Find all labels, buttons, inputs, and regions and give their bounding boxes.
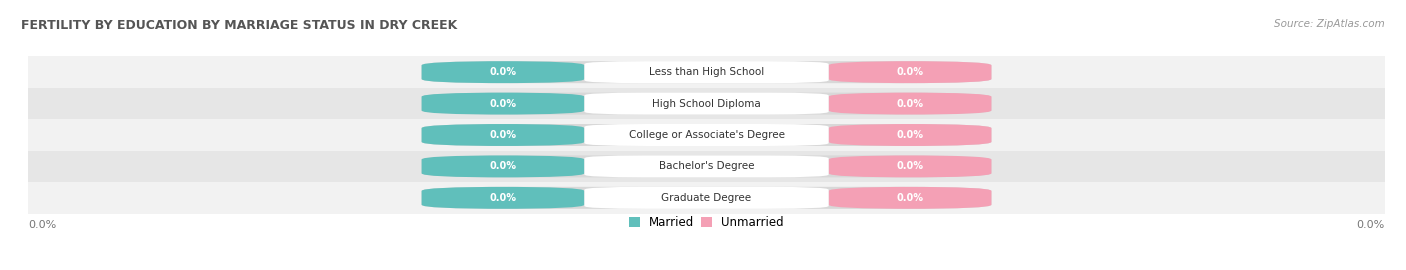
FancyBboxPatch shape (585, 156, 828, 177)
Text: 0.0%: 0.0% (1357, 220, 1385, 230)
Text: Source: ZipAtlas.com: Source: ZipAtlas.com (1274, 19, 1385, 29)
FancyBboxPatch shape (585, 187, 828, 209)
Text: College or Associate's Degree: College or Associate's Degree (628, 130, 785, 140)
Bar (28, 182, 1385, 214)
FancyBboxPatch shape (422, 93, 991, 114)
Text: 0.0%: 0.0% (897, 161, 924, 171)
FancyBboxPatch shape (828, 124, 991, 146)
FancyBboxPatch shape (422, 93, 585, 114)
Text: 0.0%: 0.0% (897, 130, 924, 140)
FancyBboxPatch shape (422, 187, 585, 209)
FancyBboxPatch shape (585, 93, 828, 114)
Text: Less than High School: Less than High School (650, 67, 763, 77)
FancyBboxPatch shape (828, 61, 991, 83)
Text: FERTILITY BY EDUCATION BY MARRIAGE STATUS IN DRY CREEK: FERTILITY BY EDUCATION BY MARRIAGE STATU… (21, 19, 457, 32)
Legend: Married, Unmarried: Married, Unmarried (628, 216, 785, 229)
Text: 0.0%: 0.0% (489, 161, 516, 171)
FancyBboxPatch shape (585, 61, 828, 83)
Text: 0.0%: 0.0% (897, 67, 924, 77)
Bar (28, 151, 1385, 182)
Bar (28, 119, 1385, 151)
FancyBboxPatch shape (422, 61, 585, 83)
FancyBboxPatch shape (422, 187, 991, 209)
Text: 0.0%: 0.0% (489, 130, 516, 140)
FancyBboxPatch shape (422, 156, 585, 177)
Text: 0.0%: 0.0% (897, 99, 924, 109)
FancyBboxPatch shape (422, 124, 585, 146)
Text: 0.0%: 0.0% (489, 67, 516, 77)
Text: 0.0%: 0.0% (489, 99, 516, 109)
FancyBboxPatch shape (422, 61, 991, 83)
Bar (28, 56, 1385, 88)
FancyBboxPatch shape (585, 124, 828, 146)
Text: Bachelor's Degree: Bachelor's Degree (659, 161, 754, 171)
Text: 0.0%: 0.0% (28, 220, 56, 230)
FancyBboxPatch shape (828, 93, 991, 114)
FancyBboxPatch shape (422, 124, 991, 146)
Text: High School Diploma: High School Diploma (652, 99, 761, 109)
Text: Graduate Degree: Graduate Degree (661, 193, 752, 203)
Text: 0.0%: 0.0% (897, 193, 924, 203)
FancyBboxPatch shape (828, 156, 991, 177)
Bar (28, 88, 1385, 119)
Text: 0.0%: 0.0% (489, 193, 516, 203)
FancyBboxPatch shape (828, 187, 991, 209)
FancyBboxPatch shape (422, 156, 991, 177)
